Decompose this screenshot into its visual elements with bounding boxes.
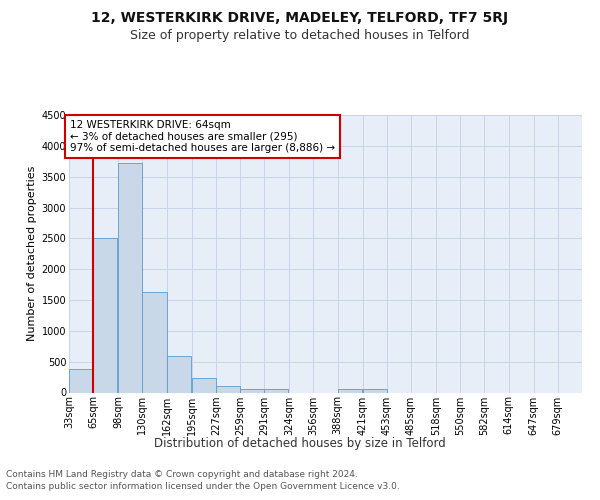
Y-axis label: Number of detached properties: Number of detached properties	[28, 166, 37, 342]
Bar	[216, 386, 240, 392]
Text: 12 WESTERKIRK DRIVE: 64sqm
← 3% of detached houses are smaller (295)
97% of semi: 12 WESTERKIRK DRIVE: 64sqm ← 3% of detac…	[70, 120, 335, 153]
Text: Size of property relative to detached houses in Telford: Size of property relative to detached ho…	[130, 29, 470, 42]
Bar	[240, 389, 264, 392]
Bar	[142, 292, 167, 392]
Text: Contains HM Land Registry data © Crown copyright and database right 2024.
Contai: Contains HM Land Registry data © Crown c…	[6, 470, 400, 491]
Bar	[338, 390, 362, 392]
Bar	[167, 356, 191, 393]
Text: Distribution of detached houses by size in Telford: Distribution of detached houses by size …	[154, 438, 446, 450]
Bar	[191, 378, 216, 392]
Bar	[118, 163, 142, 392]
Bar	[264, 390, 289, 392]
Text: 12, WESTERKIRK DRIVE, MADELEY, TELFORD, TF7 5RJ: 12, WESTERKIRK DRIVE, MADELEY, TELFORD, …	[91, 11, 509, 25]
Bar	[362, 390, 387, 392]
Bar	[93, 238, 118, 392]
Bar	[69, 370, 93, 392]
